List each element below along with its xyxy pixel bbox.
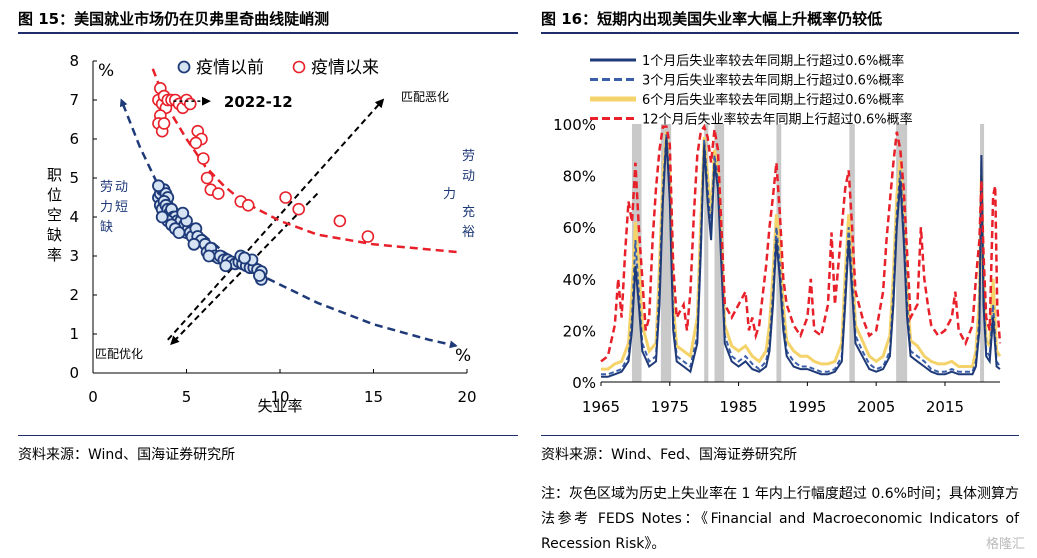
right-y-tick-label: 40% [563, 271, 596, 289]
post-covid-curve [151, 68, 458, 254]
post-covid-point [279, 191, 292, 204]
watermark-logo: 格隆汇 [986, 533, 1025, 552]
pre-covid-curve [119, 98, 458, 349]
post-covid-point [211, 187, 225, 200]
mismatch-improving-label: 匹配优化 [95, 347, 143, 361]
left-y-tick-label: 3 [69, 247, 79, 265]
left-x-tick-label: 15 [364, 388, 383, 406]
pre-covid-point [152, 179, 165, 193]
left-title-rule [18, 32, 518, 34]
left-y-tick-label: 2 [69, 286, 79, 304]
right-y-tick-label: 80% [563, 168, 596, 186]
right-x-tick-label: 1985 [719, 398, 757, 416]
post-covid-point [157, 117, 171, 130]
recession-band [896, 124, 908, 382]
left-source-text: 资料来源：Wind、国海证券研究所 [18, 447, 236, 463]
right-x-tick-label: 2005 [857, 398, 895, 416]
pre-covid-point [202, 249, 216, 263]
pre-covid-point [187, 237, 201, 251]
post-covid-point [292, 202, 306, 216]
legend-pre-covid-label: 疫情以前 [196, 58, 264, 78]
right-note-text: 注：灰色区域为历史上失业率在 1 年内上行幅度超过 0.6%时间；具体测算方法参… [541, 486, 1019, 552]
legend-12m-label: 12个月后失业率较去年同期上行超过0.6%概率 [642, 112, 913, 128]
labor-shortage-char: 劳 [100, 179, 113, 195]
watermark-text: 格隆汇 [985, 537, 1025, 552]
legend-1m-label: 1个月后失业率较去年同期上行超过0.6%概率 [642, 53, 904, 69]
left-y-tick-label: 4 [69, 208, 79, 226]
recession-band [714, 124, 725, 382]
pre-covid-point [176, 206, 190, 220]
labor-shortage-char: 力 [100, 200, 113, 215]
series-line-4 [600, 123, 1002, 363]
right-bottom-rule [541, 435, 1019, 436]
left-figure-title: 图 15：美国就业市场仍在贝弗里奇曲线陡峭测 [18, 10, 330, 28]
post-covid-point [361, 230, 375, 243]
pre-covid-point [219, 259, 233, 273]
left-y-tick-label: 0 [69, 364, 79, 382]
mismatch-worsening-label: 匹配恶化 [401, 90, 449, 104]
labor-abundance-char: 劳 [462, 148, 475, 164]
left-y-axis-title-char: 位 [47, 186, 62, 204]
left-y-axis-title-char: 率 [47, 246, 62, 264]
right-y-tick-label: 60% [563, 219, 596, 237]
labor-shortage-label: 劳动力 短缺 [100, 179, 128, 235]
right-source-text: 资料来源：Wind、Fed、国海证券研究所 [541, 447, 797, 463]
pre-covid-point [172, 226, 186, 240]
left-y-tick-label: 6 [69, 130, 79, 148]
left-y-tick-label: 1 [69, 325, 79, 343]
pre-covid-point [253, 269, 266, 282]
post-covid-point [241, 199, 255, 212]
left-y-tick-label: 8 [69, 52, 79, 70]
left-legend: 疫情以前 疫情以来 [177, 58, 379, 78]
left-y-axis-title-char: 职 [47, 166, 62, 184]
right-x-tick-label: 1975 [651, 398, 689, 416]
labor-shortage-char: 短 [115, 200, 128, 215]
legend-post-covid-label: 疫情以来 [311, 58, 379, 78]
right-y-tick-label: 20% [563, 322, 596, 340]
pre-covid-point [238, 251, 251, 265]
post-covid-point [333, 214, 347, 228]
left-y-tick-label: 7 [69, 91, 79, 109]
series-line-1 [601, 136, 1001, 378]
dec-2022-annotation: 2022-12 [224, 93, 293, 111]
right-title-rule [541, 32, 1019, 34]
left-bottom-rule [18, 435, 518, 436]
left-y-tick-label: 5 [69, 169, 79, 187]
legend-post-covid-marker [292, 60, 306, 74]
left-x-axis-title: 失业率 [257, 397, 302, 415]
recession-band [704, 124, 709, 382]
left-x-tick-label: 20 [457, 388, 476, 406]
right-x-tick-label: 1995 [788, 398, 826, 416]
right-x-tick-label: 1965 [582, 398, 620, 416]
labor-abundance-char: 力 [443, 187, 456, 202]
left-y-axis-title-char: 空 [47, 206, 62, 224]
right-y-tick-label: 0% [572, 374, 596, 392]
left-x-unit-label: % [455, 346, 471, 366]
left-x-tick-label: 5 [182, 388, 192, 406]
recession-band [660, 124, 672, 382]
legend-pre-covid-marker [177, 60, 191, 74]
labor-shortage-char: 缺 [100, 220, 113, 235]
labor-shortage-char: 动 [115, 180, 128, 195]
legend-3m-label: 3个月后失业率较去年同期上行超过0.6%概率 [642, 73, 904, 89]
post-covid-point [200, 171, 214, 185]
left-y-axis-title-char: 缺 [47, 226, 62, 244]
pre-covid-point [155, 210, 169, 224]
labor-abundance-char: 动 [462, 169, 475, 184]
legend-6m-label: 6个月后失业率较去年同期上行超过0.6%概率 [642, 92, 904, 108]
left-x-tick-label: 10 [270, 388, 289, 406]
left-x-tick-label: 0 [88, 388, 98, 406]
left-y-axis-title: 职位空缺率 [47, 166, 62, 264]
right-y-tick-label: 100% [553, 116, 596, 134]
labor-abundance-char: 裕 [462, 225, 475, 240]
post-covid-point [189, 136, 203, 150]
post-covid-point [197, 152, 210, 165]
labor-abundance-label: 劳动力充裕 [443, 148, 475, 240]
labor-abundance-char: 充 [462, 204, 475, 220]
left-y-unit-label: % [98, 61, 114, 81]
right-x-tick-label: 2015 [926, 398, 964, 416]
right-figure-title: 图 16：短期内出现美国失业率大幅上升概率仍较低 [541, 10, 883, 28]
